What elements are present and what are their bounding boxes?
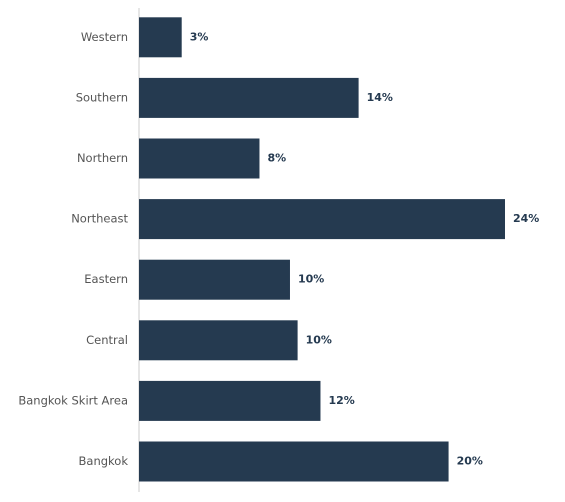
bar [139, 441, 449, 482]
value-label: 20% [457, 455, 483, 468]
category-label: Bangkok [79, 454, 129, 468]
value-label: 3% [190, 30, 209, 43]
value-label: 12% [328, 394, 354, 407]
value-label: 10% [298, 273, 324, 286]
value-label: 8% [267, 152, 286, 165]
bar [139, 199, 505, 240]
value-label: 24% [513, 212, 539, 225]
value-label: 14% [367, 91, 393, 104]
bar [139, 380, 321, 421]
category-label: Northern [77, 151, 128, 165]
category-label: Central [86, 333, 128, 347]
category-label: Southern [76, 90, 128, 104]
category-label: Western [81, 30, 128, 44]
bar [139, 138, 260, 179]
bar [139, 77, 359, 118]
value-label: 10% [306, 333, 332, 346]
category-label: Eastern [84, 272, 128, 286]
bar [139, 320, 298, 361]
category-label: Northeast [71, 212, 128, 226]
bar [139, 259, 290, 300]
bar [139, 17, 182, 58]
category-label: Bangkok Skirt Area [18, 393, 128, 407]
